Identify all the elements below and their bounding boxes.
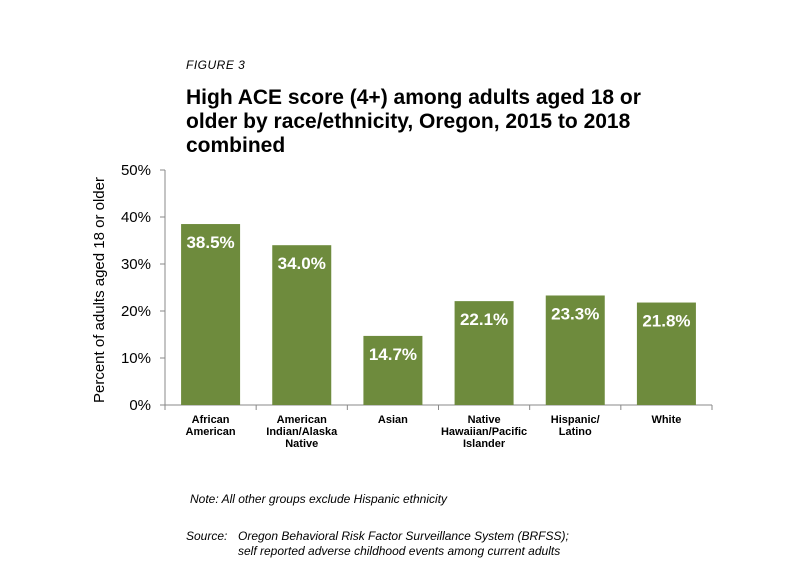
x-category-label: Native — [285, 438, 318, 450]
x-category-label: American — [277, 414, 327, 426]
bar-value-label: 23.3% — [551, 304, 599, 323]
x-category-label: Indian/Alaska — [266, 426, 338, 438]
chart-title-line-2: older by race/ethnicity, Oregon, 2015 to… — [186, 110, 631, 133]
x-category-label: African — [192, 414, 230, 426]
y-tick-label: 10% — [121, 350, 151, 367]
y-tick-label: 30% — [121, 256, 151, 273]
x-category-label: Islander — [463, 438, 506, 450]
x-category-label: Hawaiian/Pacific — [441, 426, 527, 438]
bar — [545, 295, 605, 405]
bar — [181, 224, 241, 405]
y-tick-label: 40% — [121, 209, 151, 226]
chart-title-line-1: High ACE score (4+) among adults aged 18… — [186, 86, 641, 109]
bar-value-label: 14.7% — [369, 345, 417, 364]
source-label: Source: — [186, 529, 228, 543]
source-line-2: self reported adverse childhood events a… — [238, 544, 561, 558]
x-category-label: White — [651, 414, 681, 426]
y-tick-label: 50% — [121, 162, 151, 179]
bar-value-label: 22.1% — [460, 310, 508, 329]
y-tick-label: 0% — [129, 397, 151, 414]
bar-value-label: 38.5% — [186, 233, 234, 252]
source-text: Oregon Behavioral Risk Factor Surveillan… — [238, 529, 569, 559]
source-line-1: Oregon Behavioral Risk Factor Surveillan… — [238, 529, 569, 543]
x-category-label: American — [186, 426, 236, 438]
bar-value-label: 34.0% — [278, 254, 326, 273]
bar — [272, 245, 332, 405]
x-category-label: Native — [468, 414, 501, 426]
bar — [363, 335, 423, 405]
y-tick-label: 20% — [121, 303, 151, 320]
x-category-label: Latino — [559, 426, 592, 438]
bar — [454, 301, 514, 405]
x-category-label: Hispanic/ — [551, 414, 600, 426]
bar-value-label: 21.8% — [642, 312, 690, 331]
x-category-label: Asian — [378, 414, 408, 426]
chart-title: High ACE score (4+) among adults aged 18… — [186, 86, 746, 158]
chart-title-line-3: combined — [186, 134, 286, 157]
figure-label: FIGURE 3 — [186, 58, 246, 72]
note-text: Note: All other groups exclude Hispanic … — [190, 492, 448, 506]
bar — [636, 302, 696, 405]
